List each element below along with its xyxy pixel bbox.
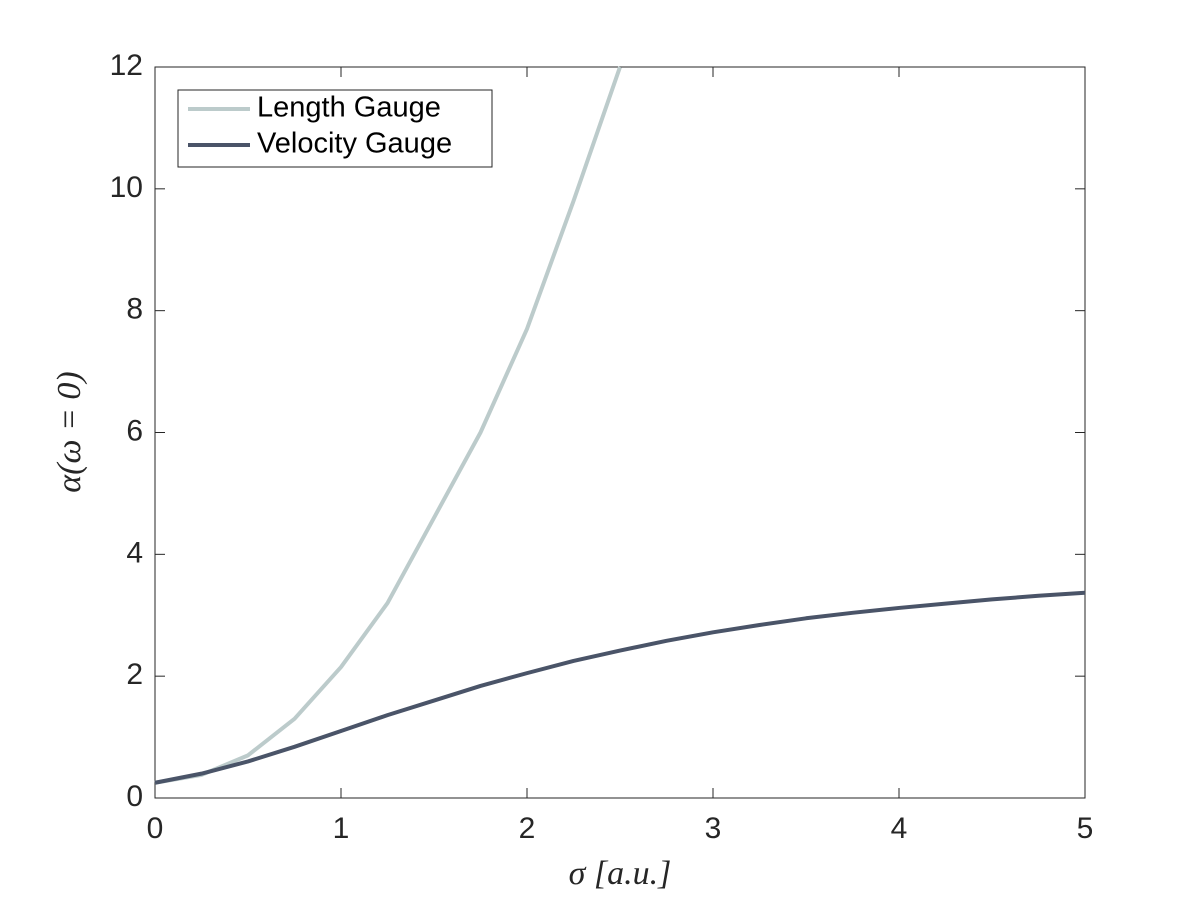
legend-box (177, 89, 493, 168)
y-tick-label: 10 (110, 171, 143, 204)
x-tick-label: 4 (891, 812, 908, 845)
plot-frame (154, 66, 1086, 799)
x-tick-label: 0 (147, 812, 164, 845)
x-tick-label: 2 (519, 812, 536, 845)
y-tick-label: 0 (126, 780, 143, 813)
x-tick-label: 3 (705, 812, 722, 845)
y-tick-label: 8 (126, 293, 143, 326)
y-tick-label: 6 (126, 414, 143, 447)
x-tick-label: 5 (1077, 812, 1094, 845)
line (154, 66, 622, 785)
y-axis-label: α(ω = 0) (51, 371, 88, 492)
y-tick-label: 2 (126, 658, 143, 691)
y-tick-label: 4 (126, 536, 143, 569)
legend-label: Length Gauge (257, 92, 441, 124)
line (154, 590, 1086, 785)
x-axis-label: σ [a.u.] (569, 855, 672, 892)
y-tick-label: 12 (110, 49, 143, 82)
x-tick-label: 1 (333, 812, 350, 845)
legend-label: Velocity Gauge (257, 128, 452, 160)
